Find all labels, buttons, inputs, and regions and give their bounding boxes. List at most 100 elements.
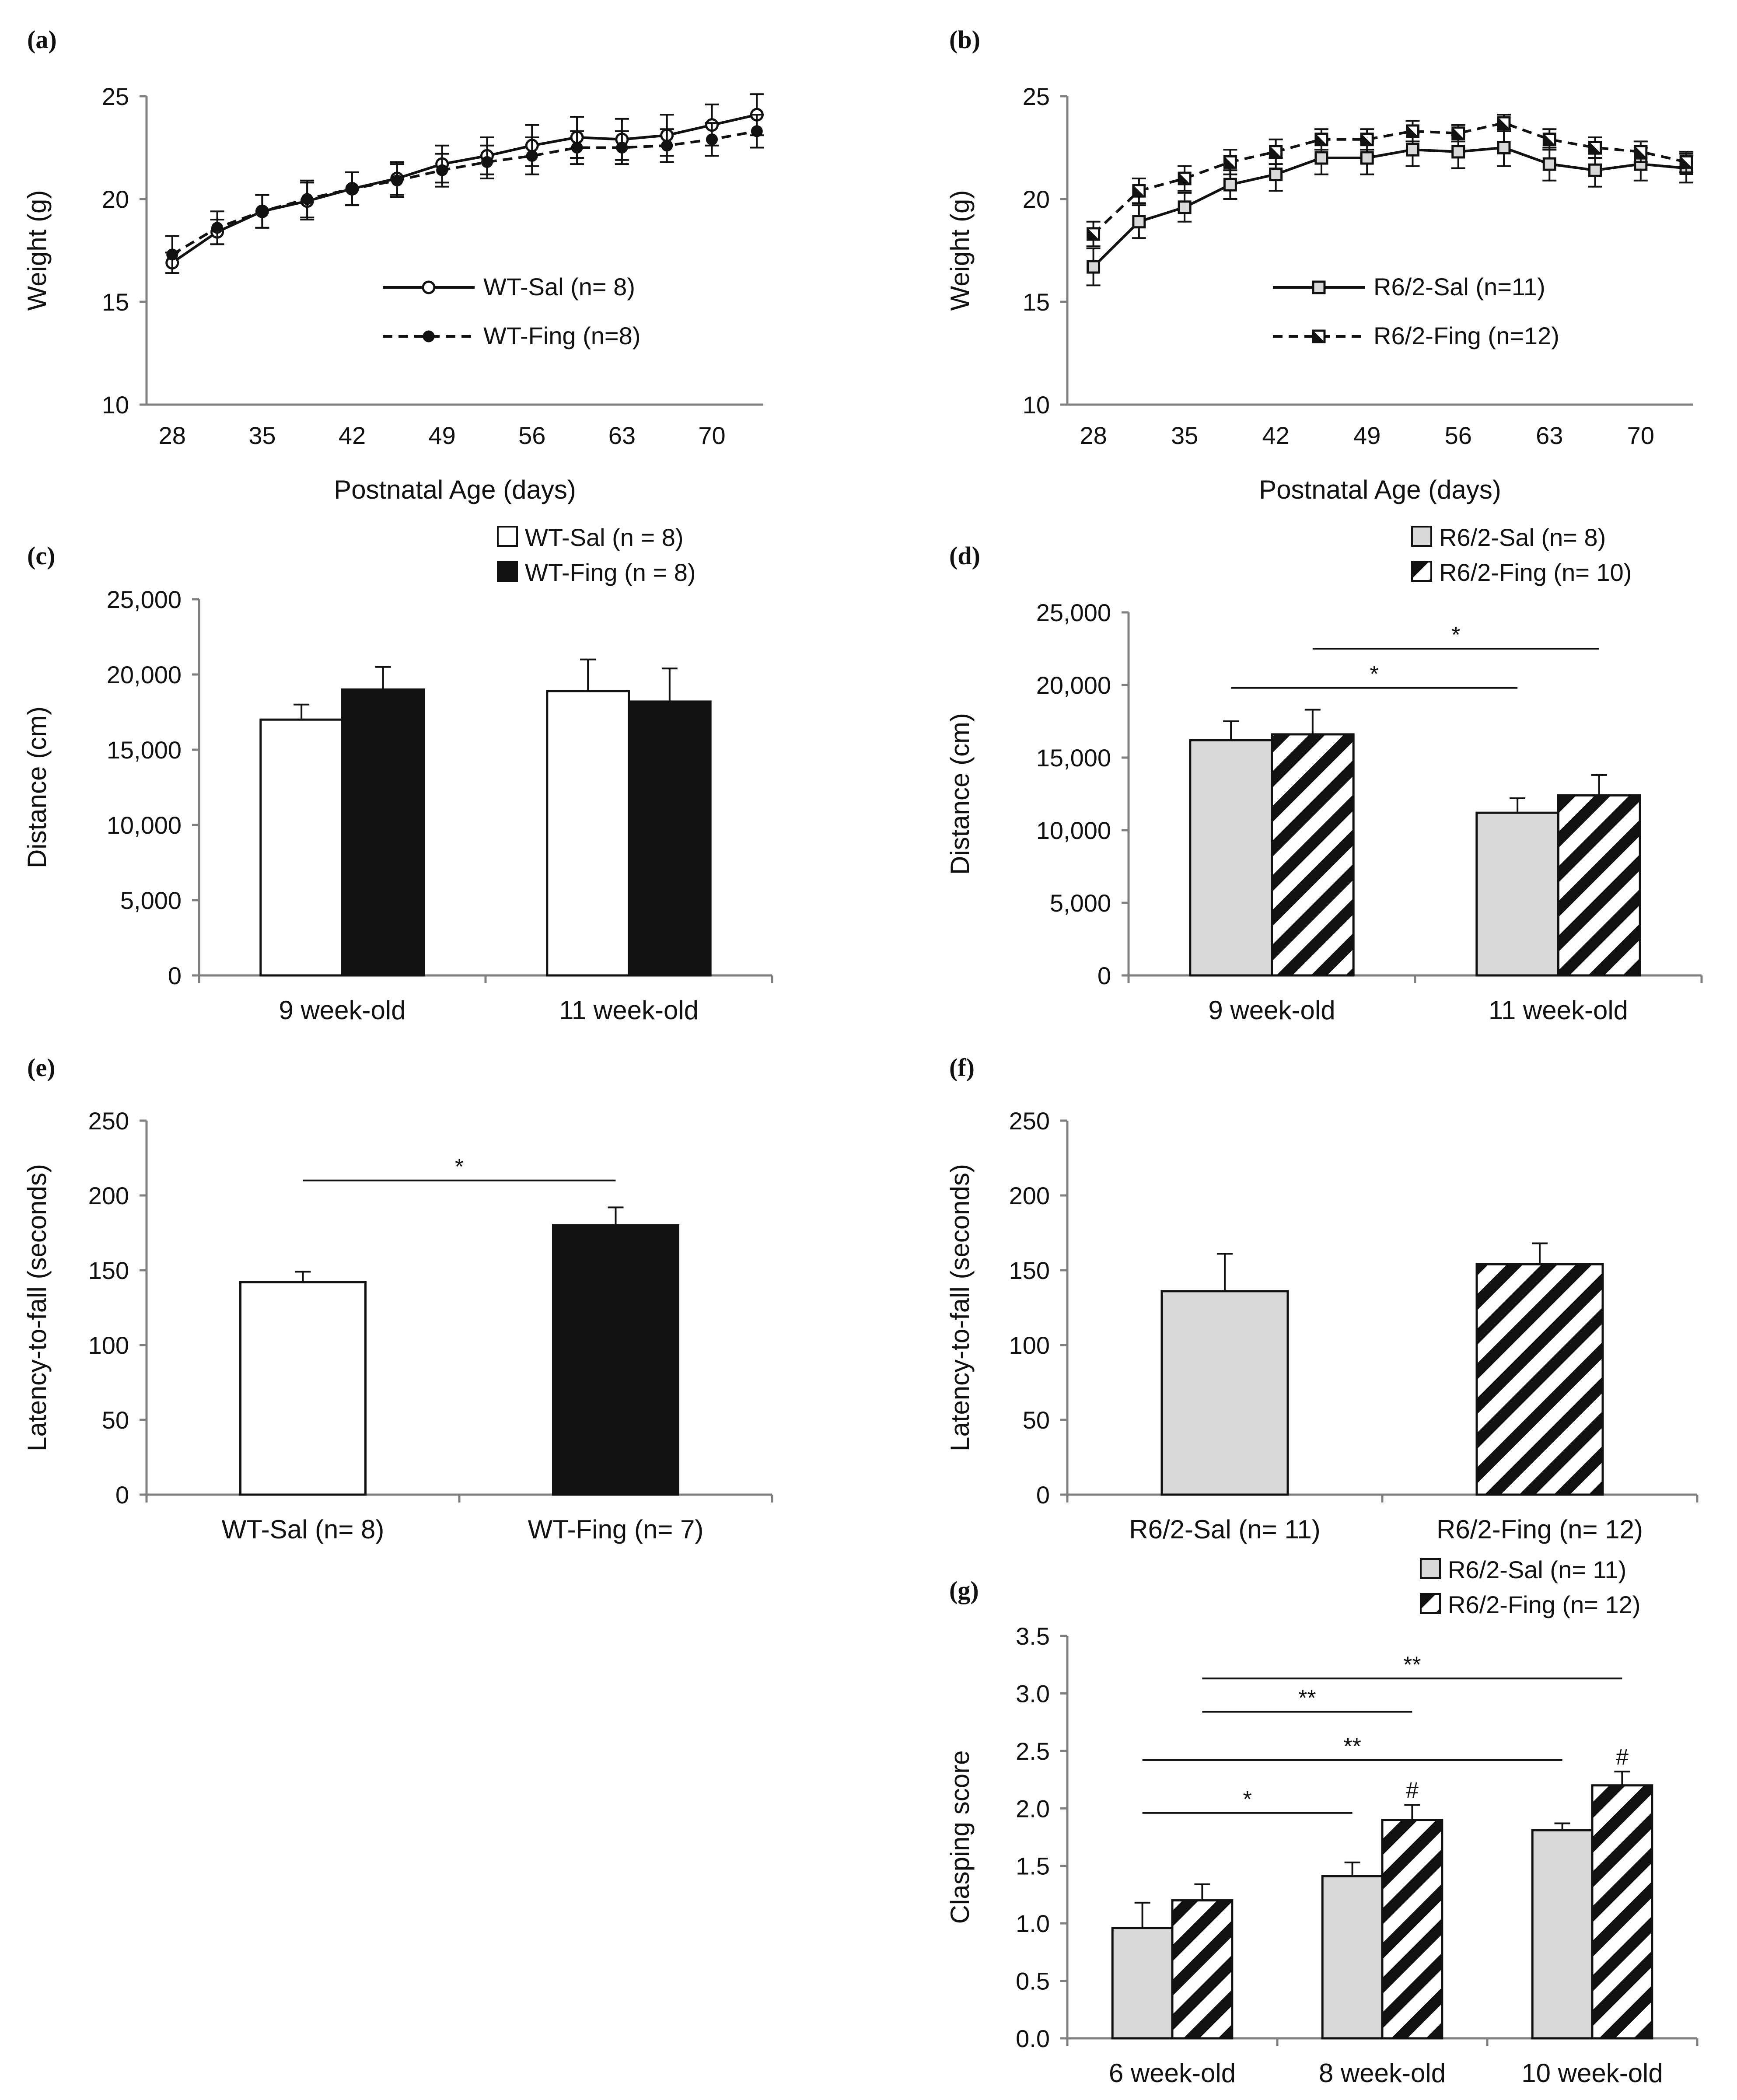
x-tick-label: WT-Fing (n= 7): [528, 1515, 704, 1544]
panel-label: (g): [949, 1576, 979, 1604]
significance-mark: *: [1451, 622, 1460, 648]
x-axis-label: Postnatal Age (days): [334, 475, 576, 504]
legend-marker: [422, 280, 436, 294]
bar: [259, 718, 344, 977]
y-tick-label: 100: [88, 1331, 129, 1359]
y-tick-label: 2.0: [1016, 1795, 1050, 1822]
x-tick-label: 63: [608, 422, 636, 449]
data-point: [1405, 143, 1419, 157]
chart-panel-f: 0 50 100 150 200 250 Latency-to-fall (seconds)…: [945, 1107, 1699, 1544]
significance-mark: #: [1616, 1744, 1629, 1770]
significance-mark: *: [1370, 662, 1379, 687]
x-tick-label: 28: [1080, 422, 1107, 449]
data-point: [1269, 145, 1283, 159]
x-tick-label: 10 week-old: [1521, 2058, 1663, 2088]
y-tick-label: 15,000: [107, 736, 182, 764]
x-tick-label: WT-Sal (n= 8): [222, 1515, 384, 1544]
chart-panel-g: 0.0 0.5 1.0 1.5 2.0 2.5 3.0 3.5 Clasping score 6 …: [945, 1556, 1699, 2088]
bar: [1591, 1784, 1653, 2040]
y-tick-label: 5,000: [120, 887, 182, 914]
data-point: [1542, 133, 1556, 147]
data-point: [616, 142, 628, 154]
x-tick-label: 11 week-old: [559, 996, 699, 1025]
significance-mark: *: [1243, 1787, 1251, 1812]
data-point: [166, 248, 178, 261]
y-tick-label: 10,000: [1036, 817, 1111, 844]
y-tick-label: 15: [1023, 288, 1050, 316]
y-tick-label: 20,000: [1036, 671, 1111, 699]
y-axis-label: Latency-to-fall (seconds): [22, 1164, 52, 1451]
series-line: [1092, 121, 1687, 235]
legend-label: R6/2-Fing (n=12): [1374, 322, 1559, 349]
legend: R6/2-Sal (n= 8) R6/2-Fing (n= 10): [1411, 524, 1632, 586]
panel-label: (c): [27, 542, 55, 570]
legend-label: WT-Fing (n=8): [483, 322, 640, 349]
data-point: [1588, 163, 1602, 177]
series-line: [171, 113, 757, 264]
x-tick-label: 28: [159, 422, 186, 449]
data-point: [1451, 145, 1465, 159]
y-tick-label: 1.5: [1016, 1852, 1050, 1880]
x-tick-label: 70: [698, 422, 725, 449]
bar: [1189, 739, 1273, 977]
y-axis-label: Weight (g): [945, 190, 975, 311]
x-tick-label: 49: [1353, 422, 1381, 449]
y-tick-label: 250: [88, 1107, 129, 1135]
x-tick-label: 56: [1445, 422, 1472, 449]
bar: [1160, 1290, 1289, 1496]
y-tick-label: 200: [1009, 1182, 1050, 1209]
x-tick-label: 35: [248, 422, 276, 449]
y-tick-label: 0: [1097, 962, 1111, 989]
chart-panel-b: 10 15 20 25 Weight (g) 28 35 42 49 56 63 70 Postnata…: [945, 83, 1694, 504]
legend-label: WT-Sal (n = 8): [525, 524, 684, 551]
figure-panels: (a) 10 15 20 25 Weight (g) 28 35 42 49 56 63 70 Postn…: [22, 25, 1703, 2088]
y-tick-label: 15,000: [1036, 744, 1111, 772]
panel-label: (b): [949, 25, 980, 54]
bar: [1321, 1875, 1384, 2040]
panel-label: (a): [27, 25, 57, 54]
y-tick-label: 25: [1023, 83, 1050, 110]
bar: [1171, 1899, 1234, 2040]
bar: [1111, 1927, 1174, 2040]
bar: [552, 1224, 679, 1496]
x-tick-label: 6 week-old: [1109, 2058, 1236, 2088]
y-tick-label: 150: [1009, 1257, 1050, 1284]
legend-swatch: [1420, 1593, 1441, 1614]
legend-label: R6/2-Fing (n= 12): [1448, 1591, 1640, 1618]
legend-marker: [1312, 280, 1326, 294]
data-point: [1497, 141, 1511, 154]
y-axis-label: Distance (cm): [945, 713, 975, 875]
significance-mark: **: [1298, 1685, 1316, 1711]
chart-panel-a: 10 15 20 25 Weight (g) 28 35 42 49 56 63 70 Postnata…: [22, 83, 764, 504]
data-point: [1269, 168, 1283, 182]
legend-label: R6/2-Sal (n= 8): [1439, 524, 1606, 551]
x-axis-label: Postnatal Age (days): [1259, 475, 1501, 504]
y-axis-label: Clasping score: [945, 1751, 975, 1924]
series-line: [1092, 146, 1687, 268]
y-tick-label: 1.0: [1016, 1910, 1050, 1937]
y-tick-label: 250: [1009, 1107, 1050, 1135]
x-tick-label: 8 week-old: [1319, 2058, 1446, 2088]
legend: R6/2-Sal (n=11) R6/2-Fing (n=12): [1273, 273, 1559, 349]
y-tick-label: 10: [1023, 391, 1050, 419]
bar: [239, 1281, 367, 1496]
data-point: [1178, 171, 1192, 185]
data-point: [1087, 227, 1101, 241]
data-point: [751, 125, 763, 137]
legend-label: R6/2-Fing (n= 10): [1439, 559, 1632, 586]
y-tick-label: 2.5: [1016, 1737, 1050, 1765]
data-point: [1132, 215, 1146, 229]
data-point: [1360, 133, 1374, 147]
data-point: [1542, 157, 1556, 171]
data-point: [1223, 178, 1237, 192]
data-point: [571, 142, 583, 154]
y-tick-label: 3.0: [1016, 1680, 1050, 1707]
data-point: [346, 183, 358, 195]
significance-mark: *: [455, 1154, 464, 1180]
y-tick-label: 50: [102, 1406, 129, 1434]
series-1: [1086, 114, 1694, 248]
legend-swatch: [1411, 561, 1432, 582]
series-line: [171, 129, 757, 256]
y-tick-label: 20: [102, 185, 129, 213]
